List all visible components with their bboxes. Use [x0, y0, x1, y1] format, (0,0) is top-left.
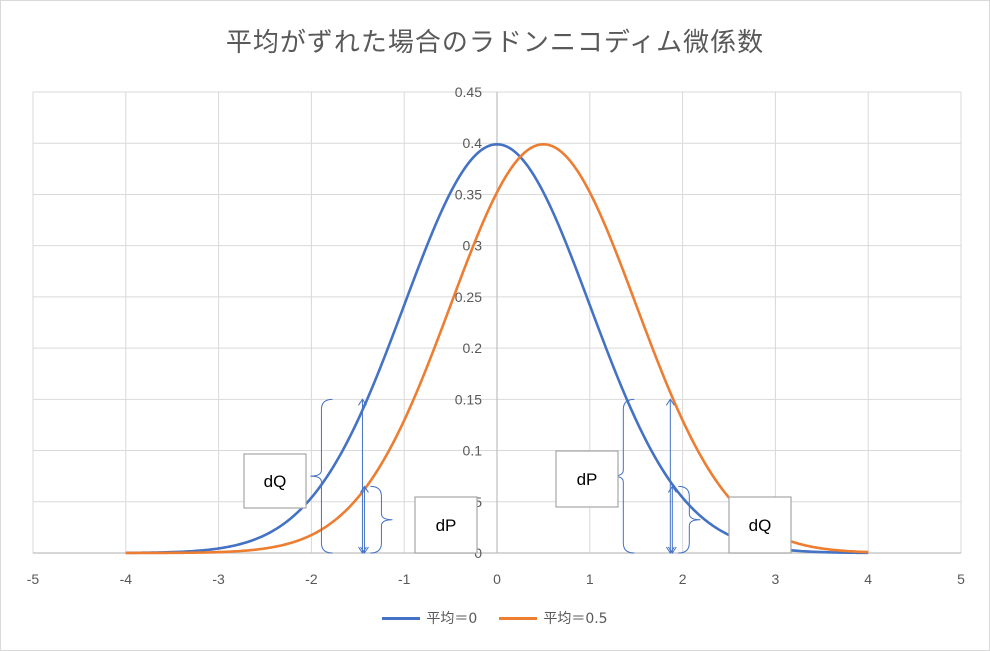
- y-tick-label: 0.4: [463, 135, 483, 151]
- x-tick-label: -2: [305, 571, 318, 587]
- y-tick-label: 0.15: [455, 391, 482, 407]
- y-tick-label: 0.1: [463, 443, 483, 459]
- legend-item-mean-0: 平均＝0: [382, 608, 477, 628]
- arrow-left-dq-head: [358, 546, 367, 554]
- annot-right-dp-label: dP: [577, 470, 598, 489]
- legend-swatch-mean-0-5: [499, 616, 538, 620]
- x-tick-label: 3: [772, 571, 780, 587]
- y-tick-label: 0.25: [455, 289, 482, 305]
- legend-label-mean-0: 平均＝0: [426, 611, 478, 627]
- annot-left-dp-label: dP: [436, 516, 457, 535]
- arrow-left-dp-head: [360, 546, 369, 554]
- arrow-right-dq-tail: [667, 485, 677, 493]
- x-tick-label: 2: [679, 571, 687, 587]
- legend-swatch-mean-0: [382, 616, 421, 620]
- annot-left-dq-box: [243, 453, 307, 509]
- annot-left-dq-label: dQ: [264, 472, 287, 491]
- arrow-left-dq-tail: [358, 398, 367, 406]
- y-tick-label: 0.45: [455, 84, 482, 100]
- x-tick-label: -4: [120, 571, 133, 587]
- arrow-right-dp-tail: [665, 398, 675, 406]
- chart-title: 平均がずれた場合のラドンニコディム微係数: [225, 28, 765, 58]
- legend: 平均＝0 平均＝0.5: [0, 608, 990, 628]
- brace-left-dp: [370, 485, 393, 554]
- legend-label-mean-0-5: 平均＝0.5: [543, 611, 608, 627]
- arrow-right-dq-head: [667, 546, 677, 554]
- annot-left-dp-box: [414, 496, 478, 554]
- x-tick-label: 5: [957, 571, 965, 587]
- x-tick-label: 4: [864, 571, 872, 587]
- x-tick-label: -3: [212, 571, 225, 587]
- arrow-left-dp-tail: [360, 485, 369, 493]
- y-tick-label: 0.2: [463, 340, 483, 356]
- arrow-right-dp-head: [665, 546, 675, 554]
- x-tick-label: 0: [493, 571, 501, 587]
- y-tick-label: 0.35: [455, 186, 482, 202]
- x-tick-label: -5: [27, 571, 40, 587]
- x-tick-label: -1: [398, 571, 411, 587]
- y-tick-label: 0: [474, 545, 482, 561]
- annot-right-dq-box: [728, 496, 792, 554]
- annot-right-dp-box: [555, 450, 619, 508]
- brace-right-dq: [678, 485, 701, 554]
- legend-item-mean-0-5: 平均＝0.5: [499, 608, 608, 628]
- brace-left-dq: [310, 398, 333, 554]
- x-tick-label: 1: [586, 571, 594, 587]
- annot-right-dq-label: dQ: [749, 516, 772, 535]
